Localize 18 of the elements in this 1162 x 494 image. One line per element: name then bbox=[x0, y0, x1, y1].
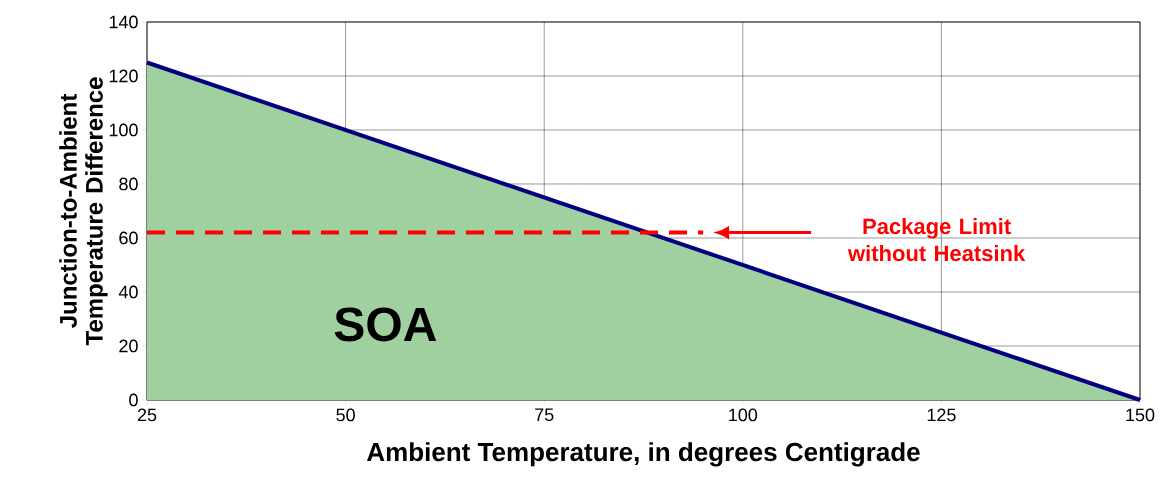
x-tick-label: 150 bbox=[1126, 408, 1155, 422]
y-tick-label: 60 bbox=[119, 231, 138, 245]
y-tick-label: 40 bbox=[118, 285, 138, 299]
x-tick-label: 125 bbox=[927, 408, 956, 422]
annotation: Package Limit without Heatsink bbox=[847, 218, 1026, 262]
y-tick-label: 100 bbox=[109, 123, 138, 137]
x-tick-label: 25 bbox=[137, 408, 157, 422]
x-tick-label: 75 bbox=[535, 408, 554, 422]
x-tick-label: 100 bbox=[729, 408, 758, 422]
y-tick-label: 20 bbox=[119, 339, 138, 353]
y-tick-label: 120 bbox=[109, 69, 138, 83]
annotation: SOA bbox=[334, 307, 437, 342]
x-axis-title: Ambient Temperature, in degrees Centigrade bbox=[366, 442, 920, 467]
y-tick-label: 140 bbox=[109, 15, 138, 29]
y-tick-label: 80 bbox=[119, 177, 138, 191]
x-tick-label: 50 bbox=[336, 408, 355, 422]
y-tick-label: 0 bbox=[129, 393, 138, 407]
y-axis-title: Junction-to-Ambient Temperature Difference bbox=[59, 77, 108, 346]
